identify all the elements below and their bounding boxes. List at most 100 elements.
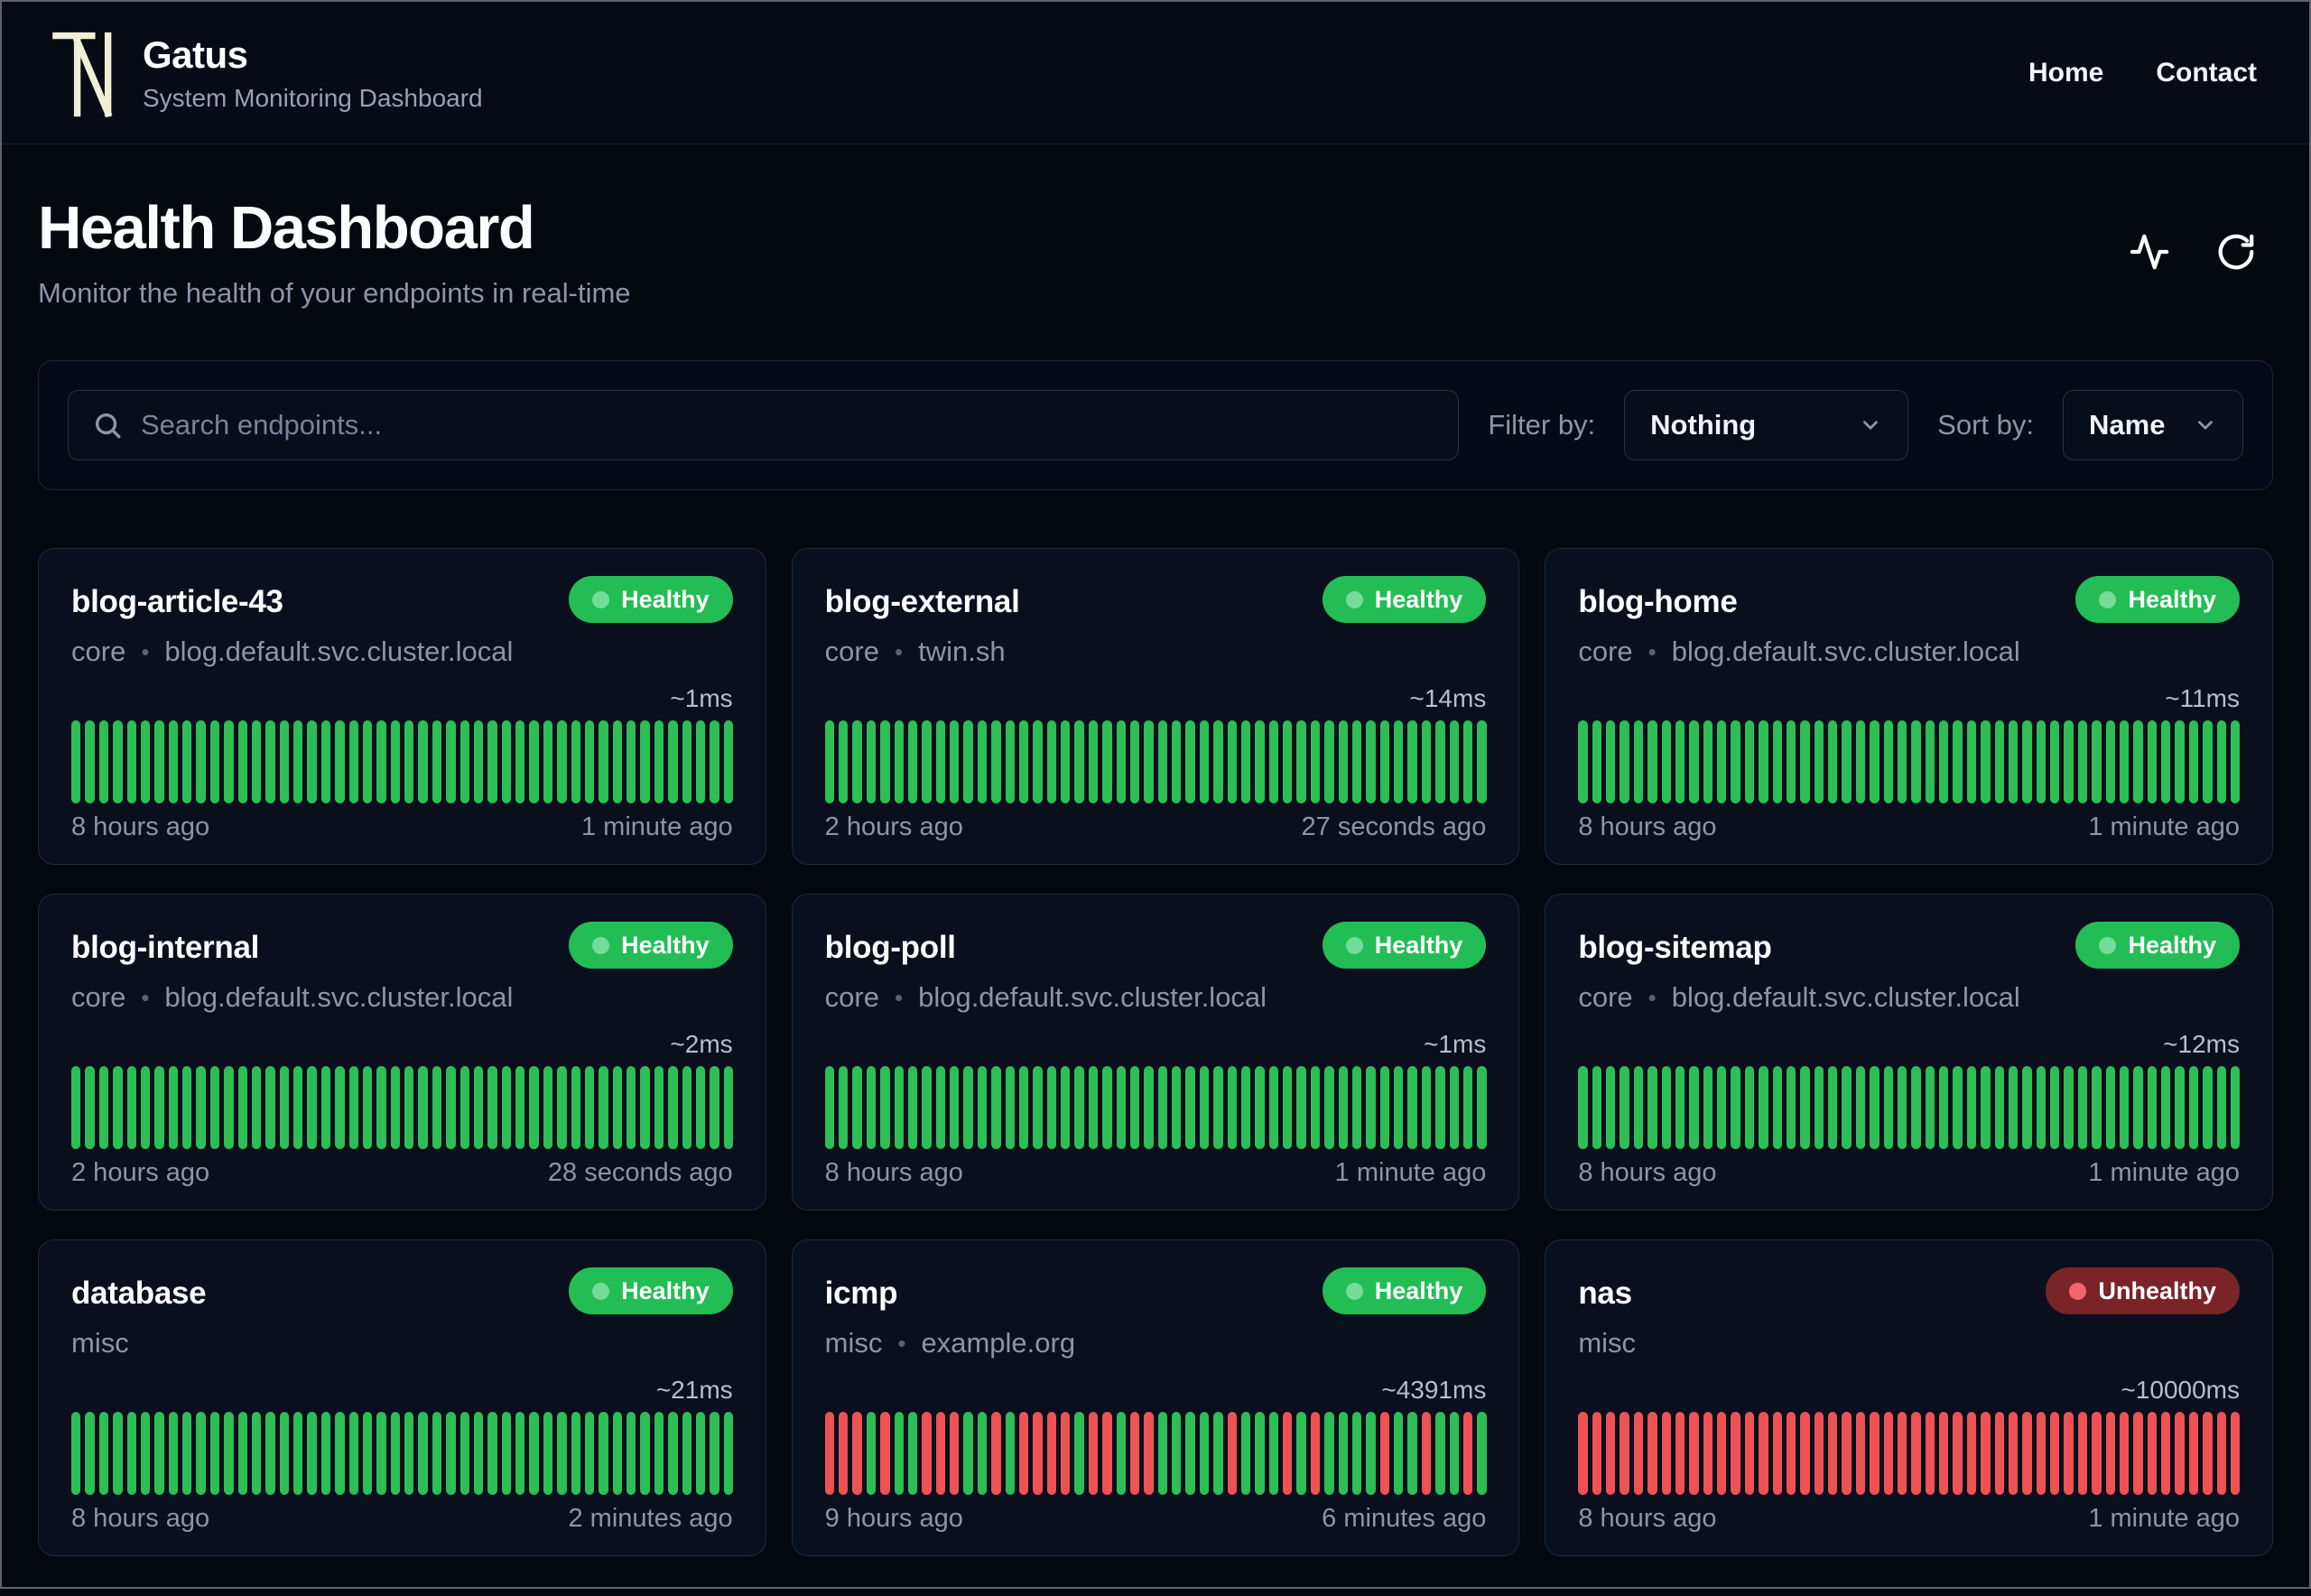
uptime-bars[interactable] bbox=[824, 1066, 1487, 1149]
uptime-bar-success bbox=[1018, 720, 1029, 803]
uptime-bar-success bbox=[963, 720, 973, 803]
endpoint-card[interactable]: blog-internal Healthy core • blog.defaul… bbox=[38, 894, 766, 1211]
uptime-bar-success bbox=[432, 1066, 442, 1149]
refresh-icon[interactable] bbox=[2215, 231, 2257, 273]
nav-link-contact[interactable]: Contact bbox=[2156, 57, 2257, 88]
uptime-bar-success bbox=[265, 720, 275, 803]
uptime-bar-success bbox=[1033, 720, 1043, 803]
sort-select[interactable]: Name bbox=[2063, 390, 2243, 460]
uptime-bar-success bbox=[1310, 1066, 1321, 1149]
uptime-bar-success bbox=[935, 720, 946, 803]
uptime-bar-success bbox=[1074, 1066, 1084, 1149]
endpoint-card[interactable]: blog-poll Healthy core • blog.default.sv… bbox=[791, 894, 1520, 1211]
uptime-bar-failure bbox=[1102, 1412, 1112, 1495]
dot-separator: • bbox=[1647, 637, 1657, 665]
uptime-bar-success bbox=[1883, 1066, 1893, 1149]
uptime-bar-success bbox=[432, 1412, 442, 1495]
uptime-bars[interactable] bbox=[824, 1412, 1487, 1495]
uptime-bar-success bbox=[612, 720, 622, 803]
latency-value: ~1ms bbox=[670, 684, 733, 712]
uptime-bars[interactable] bbox=[1578, 1412, 2241, 1495]
status-dot-icon bbox=[592, 936, 610, 954]
endpoint-card[interactable]: blog-external Healthy core • twin.sh ~14… bbox=[791, 548, 1520, 865]
uptime-bars[interactable] bbox=[71, 1066, 733, 1149]
endpoint-card[interactable]: blog-article-43 Healthy core • blog.defa… bbox=[38, 548, 766, 865]
activity-icon[interactable] bbox=[2129, 231, 2170, 273]
uptime-bars[interactable] bbox=[71, 720, 733, 803]
uptime-bar-success bbox=[1592, 1066, 1602, 1149]
uptime-bar-success bbox=[1324, 720, 1334, 803]
uptime-bar-failure bbox=[950, 1412, 960, 1495]
uptime-bar-success bbox=[1703, 720, 1713, 803]
nav-link-home[interactable]: Home bbox=[2028, 57, 2104, 88]
search-icon bbox=[95, 413, 121, 439]
brand-logo-link[interactable]: Gatus System Monitoring Dashboard bbox=[51, 25, 483, 121]
uptime-bar-success bbox=[1116, 720, 1126, 803]
endpoint-group: core bbox=[1578, 981, 1633, 1013]
status-badge: Healthy bbox=[569, 576, 733, 623]
endpoint-name: blog-article-43 bbox=[71, 584, 283, 619]
uptime-bar-success bbox=[668, 1412, 678, 1495]
uptime-bar-success bbox=[293, 1066, 303, 1149]
uptime-bar-success bbox=[963, 1066, 973, 1149]
uptime-bar-success bbox=[640, 720, 650, 803]
latency-value: ~21ms bbox=[655, 1376, 733, 1404]
uptime-bar-failure bbox=[2133, 1412, 2143, 1495]
uptime-bar-failure bbox=[1421, 1412, 1432, 1495]
status-badge: Healthy bbox=[569, 922, 733, 969]
status-dot-icon bbox=[2099, 936, 2117, 954]
endpoint-meta: misc • bbox=[1578, 1327, 2240, 1359]
endpoint-card[interactable]: blog-sitemap Healthy core • blog.default… bbox=[1545, 894, 2273, 1211]
sort-by-label: Sort by: bbox=[1937, 409, 2034, 441]
endpoint-card[interactable]: icmp Healthy misc • example.org ~4391ms … bbox=[791, 1239, 1520, 1556]
uptime-bar-success bbox=[654, 720, 664, 803]
uptime-bar-failure bbox=[1606, 1412, 1616, 1495]
uptime-bar-success bbox=[866, 1412, 877, 1495]
uptime-bar-success bbox=[640, 1412, 650, 1495]
uptime-bars[interactable] bbox=[71, 1412, 733, 1495]
status-dot-icon bbox=[592, 590, 610, 608]
uptime-bar-success bbox=[1633, 720, 1644, 803]
uptime-bar-success bbox=[1379, 1066, 1390, 1149]
uptime-bar-success bbox=[922, 1066, 932, 1149]
uptime-bar-success bbox=[404, 1412, 414, 1495]
uptime-bars[interactable] bbox=[1578, 1066, 2241, 1149]
uptime-bar-failure bbox=[1018, 1412, 1029, 1495]
uptime-bar-success bbox=[612, 1412, 622, 1495]
uptime-bar-success bbox=[682, 1066, 691, 1149]
uptime-bar-failure bbox=[2147, 1412, 2158, 1495]
uptime-bar-failure bbox=[1855, 1412, 1866, 1495]
uptime-bar-failure bbox=[1675, 1412, 1685, 1495]
oldest-timestamp: 2 hours ago bbox=[824, 812, 963, 841]
uptime-bar-success bbox=[1939, 720, 1949, 803]
endpoint-card[interactable]: nas Unhealthy misc • ~10000ms 8 hours ag… bbox=[1545, 1239, 2273, 1556]
uptime-bar-success bbox=[907, 720, 918, 803]
endpoint-meta: core • blog.default.svc.cluster.local bbox=[825, 981, 1487, 1014]
uptime-bars[interactable] bbox=[824, 720, 1487, 803]
uptime-bar-success bbox=[418, 1066, 428, 1149]
newest-timestamp: 1 minute ago bbox=[2088, 812, 2240, 841]
endpoint-name: blog-external bbox=[824, 584, 1020, 619]
uptime-bar-success bbox=[1911, 720, 1921, 803]
search-input[interactable] bbox=[141, 409, 1435, 441]
endpoint-card-footer: 8 hours ago 1 minute ago bbox=[825, 1158, 1487, 1193]
dot-separator: • bbox=[894, 983, 904, 1011]
uptime-bars[interactable] bbox=[1578, 720, 2241, 803]
brand-name: Gatus bbox=[143, 32, 248, 76]
uptime-bar-success bbox=[640, 1066, 650, 1149]
endpoint-meta: misc • bbox=[71, 1327, 733, 1359]
filter-select[interactable]: Nothing bbox=[1624, 390, 1909, 460]
oldest-timestamp: 8 hours ago bbox=[1578, 812, 1717, 841]
uptime-bar-success bbox=[1953, 1066, 1963, 1149]
endpoint-name: database bbox=[71, 1276, 207, 1311]
endpoint-card[interactable]: blog-home Healthy core • blog.default.sv… bbox=[1545, 548, 2273, 865]
dot-separator: • bbox=[1647, 983, 1657, 1011]
uptime-bar-failure bbox=[1647, 1412, 1657, 1495]
uptime-bar-failure bbox=[1744, 1412, 1755, 1495]
uptime-bar-success bbox=[1255, 1066, 1265, 1149]
endpoint-card[interactable]: database Healthy misc • ~21ms 8 hours ag… bbox=[38, 1239, 766, 1556]
endpoint-meta: core • blog.default.svc.cluster.local bbox=[1578, 981, 2240, 1014]
uptime-bar-failure bbox=[1462, 1412, 1473, 1495]
uptime-bar-success bbox=[584, 720, 595, 803]
uptime-bar-success bbox=[446, 1066, 456, 1149]
